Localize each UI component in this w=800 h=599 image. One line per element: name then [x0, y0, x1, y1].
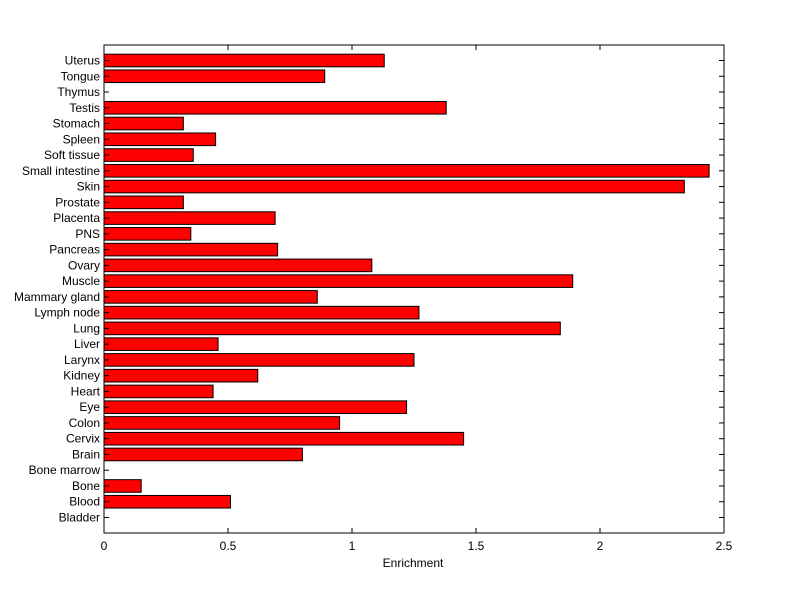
bar-mammary-gland: [103, 290, 318, 304]
y-tick-label-kidney: Kidney: [63, 369, 100, 383]
y-tick-label-ovary: Ovary: [68, 258, 100, 272]
y-tick-label-liver: Liver: [74, 337, 100, 351]
x-axis-title: Enrichment: [383, 556, 444, 570]
bar-soft-tissue: [103, 148, 194, 162]
bar-bone: [103, 479, 142, 493]
bar-eye: [103, 400, 408, 414]
x-tick-label-3: 1.5: [468, 539, 485, 553]
y-tick-label-colon: Colon: [69, 416, 100, 430]
bar-blood: [103, 494, 231, 509]
y-tick-label-soft-tissue: Soft tissue: [44, 148, 100, 162]
y-tick-label-pns: PNS: [75, 227, 100, 241]
bar-placenta: [103, 211, 276, 225]
y-tick-label-mammary-gland: Mammary gland: [14, 290, 100, 304]
bar-lymph-node: [103, 305, 420, 320]
x-tick-label-0: 0: [101, 539, 108, 553]
y-tick-label-heart: Heart: [71, 384, 101, 398]
y-tick-label-small-intestine: Small intestine: [22, 164, 100, 178]
y-tick-label-bladder: Bladder: [59, 511, 100, 525]
y-tick-label-larynx: Larynx: [64, 353, 100, 367]
bar-pancreas: [103, 242, 279, 257]
y-tick-label-testis: Testis: [69, 101, 100, 115]
bar-liver: [103, 337, 219, 351]
y-tick-label-skin: Skin: [77, 180, 100, 194]
y-tick-label-lymph-node: Lymph node: [34, 306, 100, 320]
bar-tongue: [103, 69, 326, 84]
x-tick-label-2: 1: [349, 539, 356, 553]
bar-spleen: [103, 132, 217, 147]
bar-colon: [103, 416, 341, 430]
y-tick-label-eye: Eye: [79, 400, 100, 414]
y-tick-label-bone: Bone: [72, 479, 100, 493]
x-tick-label-4: 2: [597, 539, 604, 553]
bar-heart: [103, 384, 214, 399]
x-tick-label-1: 0.5: [220, 539, 237, 553]
y-tick-label-stomach: Stomach: [53, 117, 100, 131]
y-tick-label-thymus: Thymus: [57, 85, 100, 99]
bar-brain: [103, 447, 303, 462]
y-tick-label-bone-marrow: Bone marrow: [29, 463, 101, 477]
bars-group: [103, 53, 710, 509]
y-tick-label-spleen: Spleen: [63, 132, 100, 146]
bar-kidney: [103, 368, 259, 383]
bar-ovary: [103, 258, 373, 273]
bar-cervix: [103, 431, 465, 446]
bar-larynx: [103, 353, 415, 367]
y-tick-label-uterus: Uterus: [65, 54, 100, 68]
y-tick-label-placenta: Placenta: [53, 211, 100, 225]
y-tick-label-muscle: Muscle: [62, 274, 100, 288]
bar-skin: [103, 179, 685, 194]
bar-muscle: [103, 274, 574, 288]
bar-stomach: [103, 116, 184, 131]
bar-uterus: [103, 53, 385, 68]
y-tick-label-blood: Blood: [69, 495, 100, 509]
bar-lung: [103, 321, 561, 336]
bar-small-intestine: [103, 164, 710, 178]
bar-testis: [103, 100, 447, 115]
bar-prostate: [103, 195, 184, 210]
y-tick-label-cervix: Cervix: [66, 432, 100, 446]
bar-pns: [103, 227, 192, 241]
x-ticks-group: 0 0.5 1 1.5 2 2.5: [101, 45, 733, 553]
y-tick-label-pancreas: Pancreas: [49, 243, 100, 257]
y-tick-label-prostate: Prostate: [55, 195, 100, 209]
y-tick-label-lung: Lung: [73, 321, 100, 335]
x-tick-label-5: 2.5: [716, 539, 733, 553]
y-tick-label-brain: Brain: [72, 447, 100, 461]
y-tick-label-tongue: Tongue: [61, 69, 101, 83]
